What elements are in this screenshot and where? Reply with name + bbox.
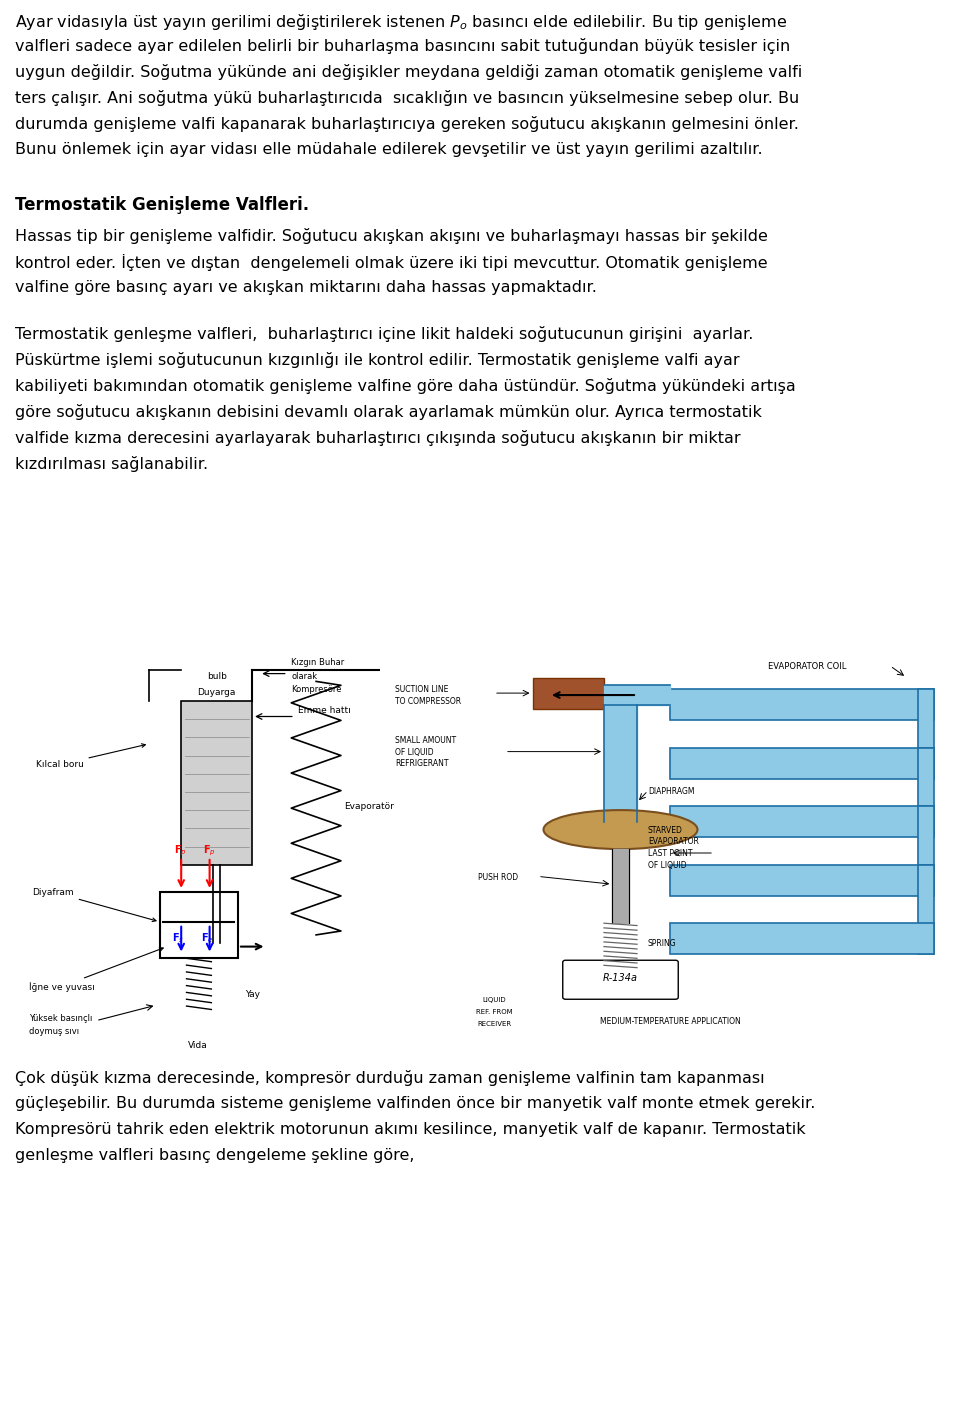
Text: Termostatik Genişleme Valfleri.: Termostatik Genişleme Valfleri. <box>15 197 309 214</box>
Text: Püskürtme işlemi soğutucunun kızgınlığı ile kontrol edilir. Termostatik genişlem: Püskürtme işlemi soğutucunun kızgınlığı … <box>15 352 739 368</box>
Text: güçleşebilir. Bu durumda sisteme genişleme valfinden önce bir manyetik valf mont: güçleşebilir. Bu durumda sisteme genişle… <box>15 1096 815 1111</box>
Bar <box>670 865 934 896</box>
Text: kontrol eder. İçten ve dıştan  dengelemeli olmak üzere iki tipi mevcuttur. Otoma: kontrol eder. İçten ve dıştan dengelemel… <box>15 255 768 271</box>
Text: Evaporatör: Evaporatör <box>345 802 395 810</box>
Text: Kompresörü tahrik eden elektrik motorunun akımı kesilince, manyetik valf de kapa: Kompresörü tahrik eden elektrik motorunu… <box>15 1121 805 1137</box>
Text: Bunu önlemek için ayar vidası elle müdahale edilerek gevşetilir ve üst yayın ger: Bunu önlemek için ayar vidası elle müdah… <box>15 141 762 157</box>
Text: İğne ve yuvası: İğne ve yuvası <box>29 947 163 991</box>
Text: STARVED: STARVED <box>648 826 683 834</box>
Text: LAST POINT: LAST POINT <box>648 848 692 858</box>
Text: OF LIQUID: OF LIQUID <box>395 748 434 756</box>
Bar <box>160 892 238 959</box>
Text: kabiliyeti bakımından otomatik genişleme valfine göre daha üstündür. Soğutma yük: kabiliyeti bakımından otomatik genişleme… <box>15 378 796 395</box>
Bar <box>670 806 934 837</box>
Text: RECEIVER: RECEIVER <box>477 1021 511 1027</box>
Text: F$_s$: F$_s$ <box>173 930 184 945</box>
Text: REFRIGERANT: REFRIGERANT <box>395 759 448 768</box>
Text: Duyarga: Duyarga <box>198 689 236 697</box>
Bar <box>918 865 934 954</box>
Text: F$_p$: F$_p$ <box>203 843 215 858</box>
Text: valfide kızma derecesini ayarlayarak buharlaştırıcı çıkışında soğutucu akışkanın: valfide kızma derecesini ayarlayarak buh… <box>15 430 740 445</box>
Bar <box>670 748 934 779</box>
Text: valfine göre basınç ayarı ve akışkan miktarını daha hassas yapmaktadır.: valfine göre basınç ayarı ve akışkan mik… <box>15 280 597 296</box>
Text: Kılcal boru: Kılcal boru <box>36 744 145 769</box>
Bar <box>918 748 934 837</box>
FancyBboxPatch shape <box>563 960 679 1000</box>
Text: SUCTION LINE: SUCTION LINE <box>395 686 448 694</box>
Text: bulb: bulb <box>206 673 227 682</box>
Text: Termostatik genleşme valfleri,  buharlaştırıcı içine likit haldeki soğutucunun g: Termostatik genleşme valfleri, buharlaşt… <box>15 327 754 342</box>
Text: EVAPORATOR COIL: EVAPORATOR COIL <box>768 662 847 670</box>
Text: TO COMPRESSOR: TO COMPRESSOR <box>395 697 461 706</box>
Text: F$_e$: F$_e$ <box>201 930 213 945</box>
Text: kızdırılması sağlanabilir.: kızdırılması sağlanabilir. <box>15 455 208 472</box>
Text: REF. FROM: REF. FROM <box>476 1010 513 1015</box>
Bar <box>670 689 934 720</box>
Bar <box>181 701 252 865</box>
Bar <box>533 677 604 708</box>
Text: genleşme valfleri basınç dengeleme şekline göre,: genleşme valfleri basınç dengeleme şekli… <box>15 1148 415 1162</box>
Text: Çok düşük kızma derecesinde, kompresör durduğu zaman genişleme valfinin tam kapa: Çok düşük kızma derecesinde, kompresör d… <box>15 1070 764 1086</box>
Text: LIQUID: LIQUID <box>482 997 506 1004</box>
Text: Yüksek basınçlı: Yüksek basınçlı <box>29 1014 92 1022</box>
Text: Yay: Yay <box>245 990 260 1000</box>
Text: Kızgın Buhar: Kızgın Buhar <box>291 658 345 667</box>
Text: Kompresöre: Kompresöre <box>291 686 342 694</box>
Text: Vida: Vida <box>188 1041 208 1051</box>
Text: göre soğutucu akışkanın debisini devamlı olarak ayarlamak mümkün olur. Ayrıca te: göre soğutucu akışkanın debisini devamlı… <box>15 404 762 420</box>
Text: DIAPHRAGM: DIAPHRAGM <box>648 786 694 796</box>
Text: EVAPORATOR: EVAPORATOR <box>648 837 699 847</box>
Text: SPRING: SPRING <box>648 939 677 947</box>
Bar <box>918 806 934 896</box>
Ellipse shape <box>543 810 698 848</box>
Text: uygun değildir. Soğutma yükünde ani değişikler meydana geldiği zaman otomatik ge: uygun değildir. Soğutma yükünde ani deği… <box>15 64 803 81</box>
Text: durumda genişleme valfi kapanarak buharlaştırıcıya gereken soğutucu akışkanın ge: durumda genişleme valfi kapanarak buharl… <box>15 116 799 132</box>
Text: MEDIUM-TEMPERATURE APPLICATION: MEDIUM-TEMPERATURE APPLICATION <box>600 1017 740 1025</box>
Text: ters çalışır. Ani soğutma yükü buharlaştırıcıda  sıcaklığın ve basıncın yükselme: ters çalışır. Ani soğutma yükü buharlaşt… <box>15 90 800 106</box>
Text: doymuş sıvı: doymuş sıvı <box>29 1028 79 1036</box>
Text: PUSH ROD: PUSH ROD <box>477 872 517 881</box>
Bar <box>918 689 934 779</box>
Text: SMALL AMOUNT: SMALL AMOUNT <box>395 737 456 745</box>
Text: olarak: olarak <box>291 672 318 680</box>
Text: Hassas tip bir genişleme valfidir. Soğutucu akışkan akışını ve buharlaşmayı hass: Hassas tip bir genişleme valfidir. Soğut… <box>15 228 768 245</box>
Text: Diyafram: Diyafram <box>32 888 156 922</box>
Text: Emme hattı: Emme hattı <box>299 706 351 715</box>
Bar <box>670 923 934 954</box>
Text: OF LIQUID: OF LIQUID <box>648 861 686 870</box>
Text: valfleri sadece ayar edilelen belirli bir buharlaşma basıncını sabit tutuğundan : valfleri sadece ayar edilelen belirli bi… <box>15 38 790 54</box>
Text: F$_p$: F$_p$ <box>174 843 187 858</box>
Text: R-134a: R-134a <box>603 973 638 983</box>
Text: Ayar vidasıyla üst yayın gerilimi değiştirilerek istenen $\mathbf{\mathit{P_o}}$: Ayar vidasıyla üst yayın gerilimi değişt… <box>15 11 787 33</box>
